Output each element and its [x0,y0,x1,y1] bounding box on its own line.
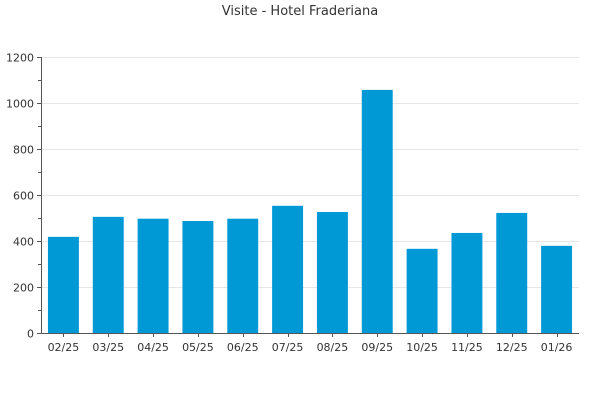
x-tick-label: 11/25 [451,341,483,354]
y-axis-ticks: 0 200 400 600 800 1000 1200 [6,52,41,341]
bars [47,89,573,333]
x-tick-label: 10/25 [406,341,438,354]
x-tick-label: 01/26 [541,341,573,354]
y-tick-label: 600 [13,190,34,203]
bar-05-25 [182,220,214,333]
grid-lines [41,57,579,288]
y-tick-label: 200 [13,282,34,295]
bar-02-25 [47,236,79,333]
bar-10-25 [406,248,438,333]
bar-11-25 [451,232,483,333]
bar-04-25 [137,218,169,333]
chart-title: Visite - Hotel Fraderiana [221,4,379,19]
bar-03-25 [92,216,124,333]
x-tick-label: 02/25 [48,341,80,354]
axes [41,57,579,334]
bar-06-25 [227,218,259,333]
x-tick-label: 06/25 [227,341,259,354]
y-tick-label: 800 [13,144,34,157]
x-tick-label: 05/25 [182,341,214,354]
bar-08-25 [316,212,348,333]
y-tick-label: 1000 [6,98,34,111]
y-tick-label: 0 [27,328,34,341]
x-tick-label: 09/25 [361,341,393,354]
bar-12-25 [496,212,528,333]
x-tick-label: 12/25 [496,341,528,354]
bar-09-25 [361,89,393,333]
x-axis-ticks: 02/25 03/25 04/25 05/25 06/25 07/25 08/25 09/25… [48,333,573,354]
y-tick-label: 400 [13,236,34,249]
x-tick-label: 04/25 [137,341,169,354]
y-tick-label: 1200 [6,52,34,65]
x-tick-label: 07/25 [272,341,304,354]
bar-07-25 [272,205,304,333]
x-tick-label: 03/25 [92,341,124,354]
bar-01-26 [541,245,573,333]
x-tick-label: 08/25 [317,341,349,354]
